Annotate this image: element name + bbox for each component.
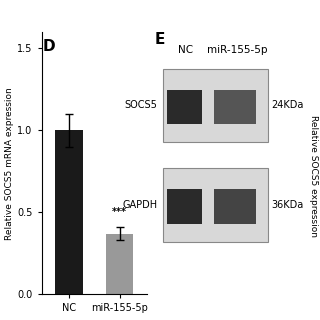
- Bar: [106, 234, 133, 294]
- Bar: [163, 69, 268, 142]
- Text: SOCS5: SOCS5: [124, 100, 157, 110]
- Bar: [213, 189, 256, 224]
- Text: D: D: [43, 38, 56, 53]
- Text: E: E: [154, 32, 165, 47]
- Bar: [163, 168, 268, 242]
- Text: NC: NC: [178, 45, 193, 55]
- Text: GAPDH: GAPDH: [122, 200, 157, 210]
- Bar: [213, 90, 256, 124]
- Text: miR-155-5p: miR-155-5p: [207, 45, 268, 55]
- Y-axis label: Relative SOCS5 mRNA expression: Relative SOCS5 mRNA expression: [5, 87, 14, 240]
- Bar: [167, 90, 202, 124]
- Text: ***: ***: [112, 207, 127, 217]
- Text: 36KDa: 36KDa: [271, 200, 303, 210]
- Bar: [167, 189, 202, 224]
- Text: Relative SOCS5 expression: Relative SOCS5 expression: [309, 115, 318, 237]
- Bar: [55, 131, 83, 294]
- Text: 24KDa: 24KDa: [271, 100, 304, 110]
